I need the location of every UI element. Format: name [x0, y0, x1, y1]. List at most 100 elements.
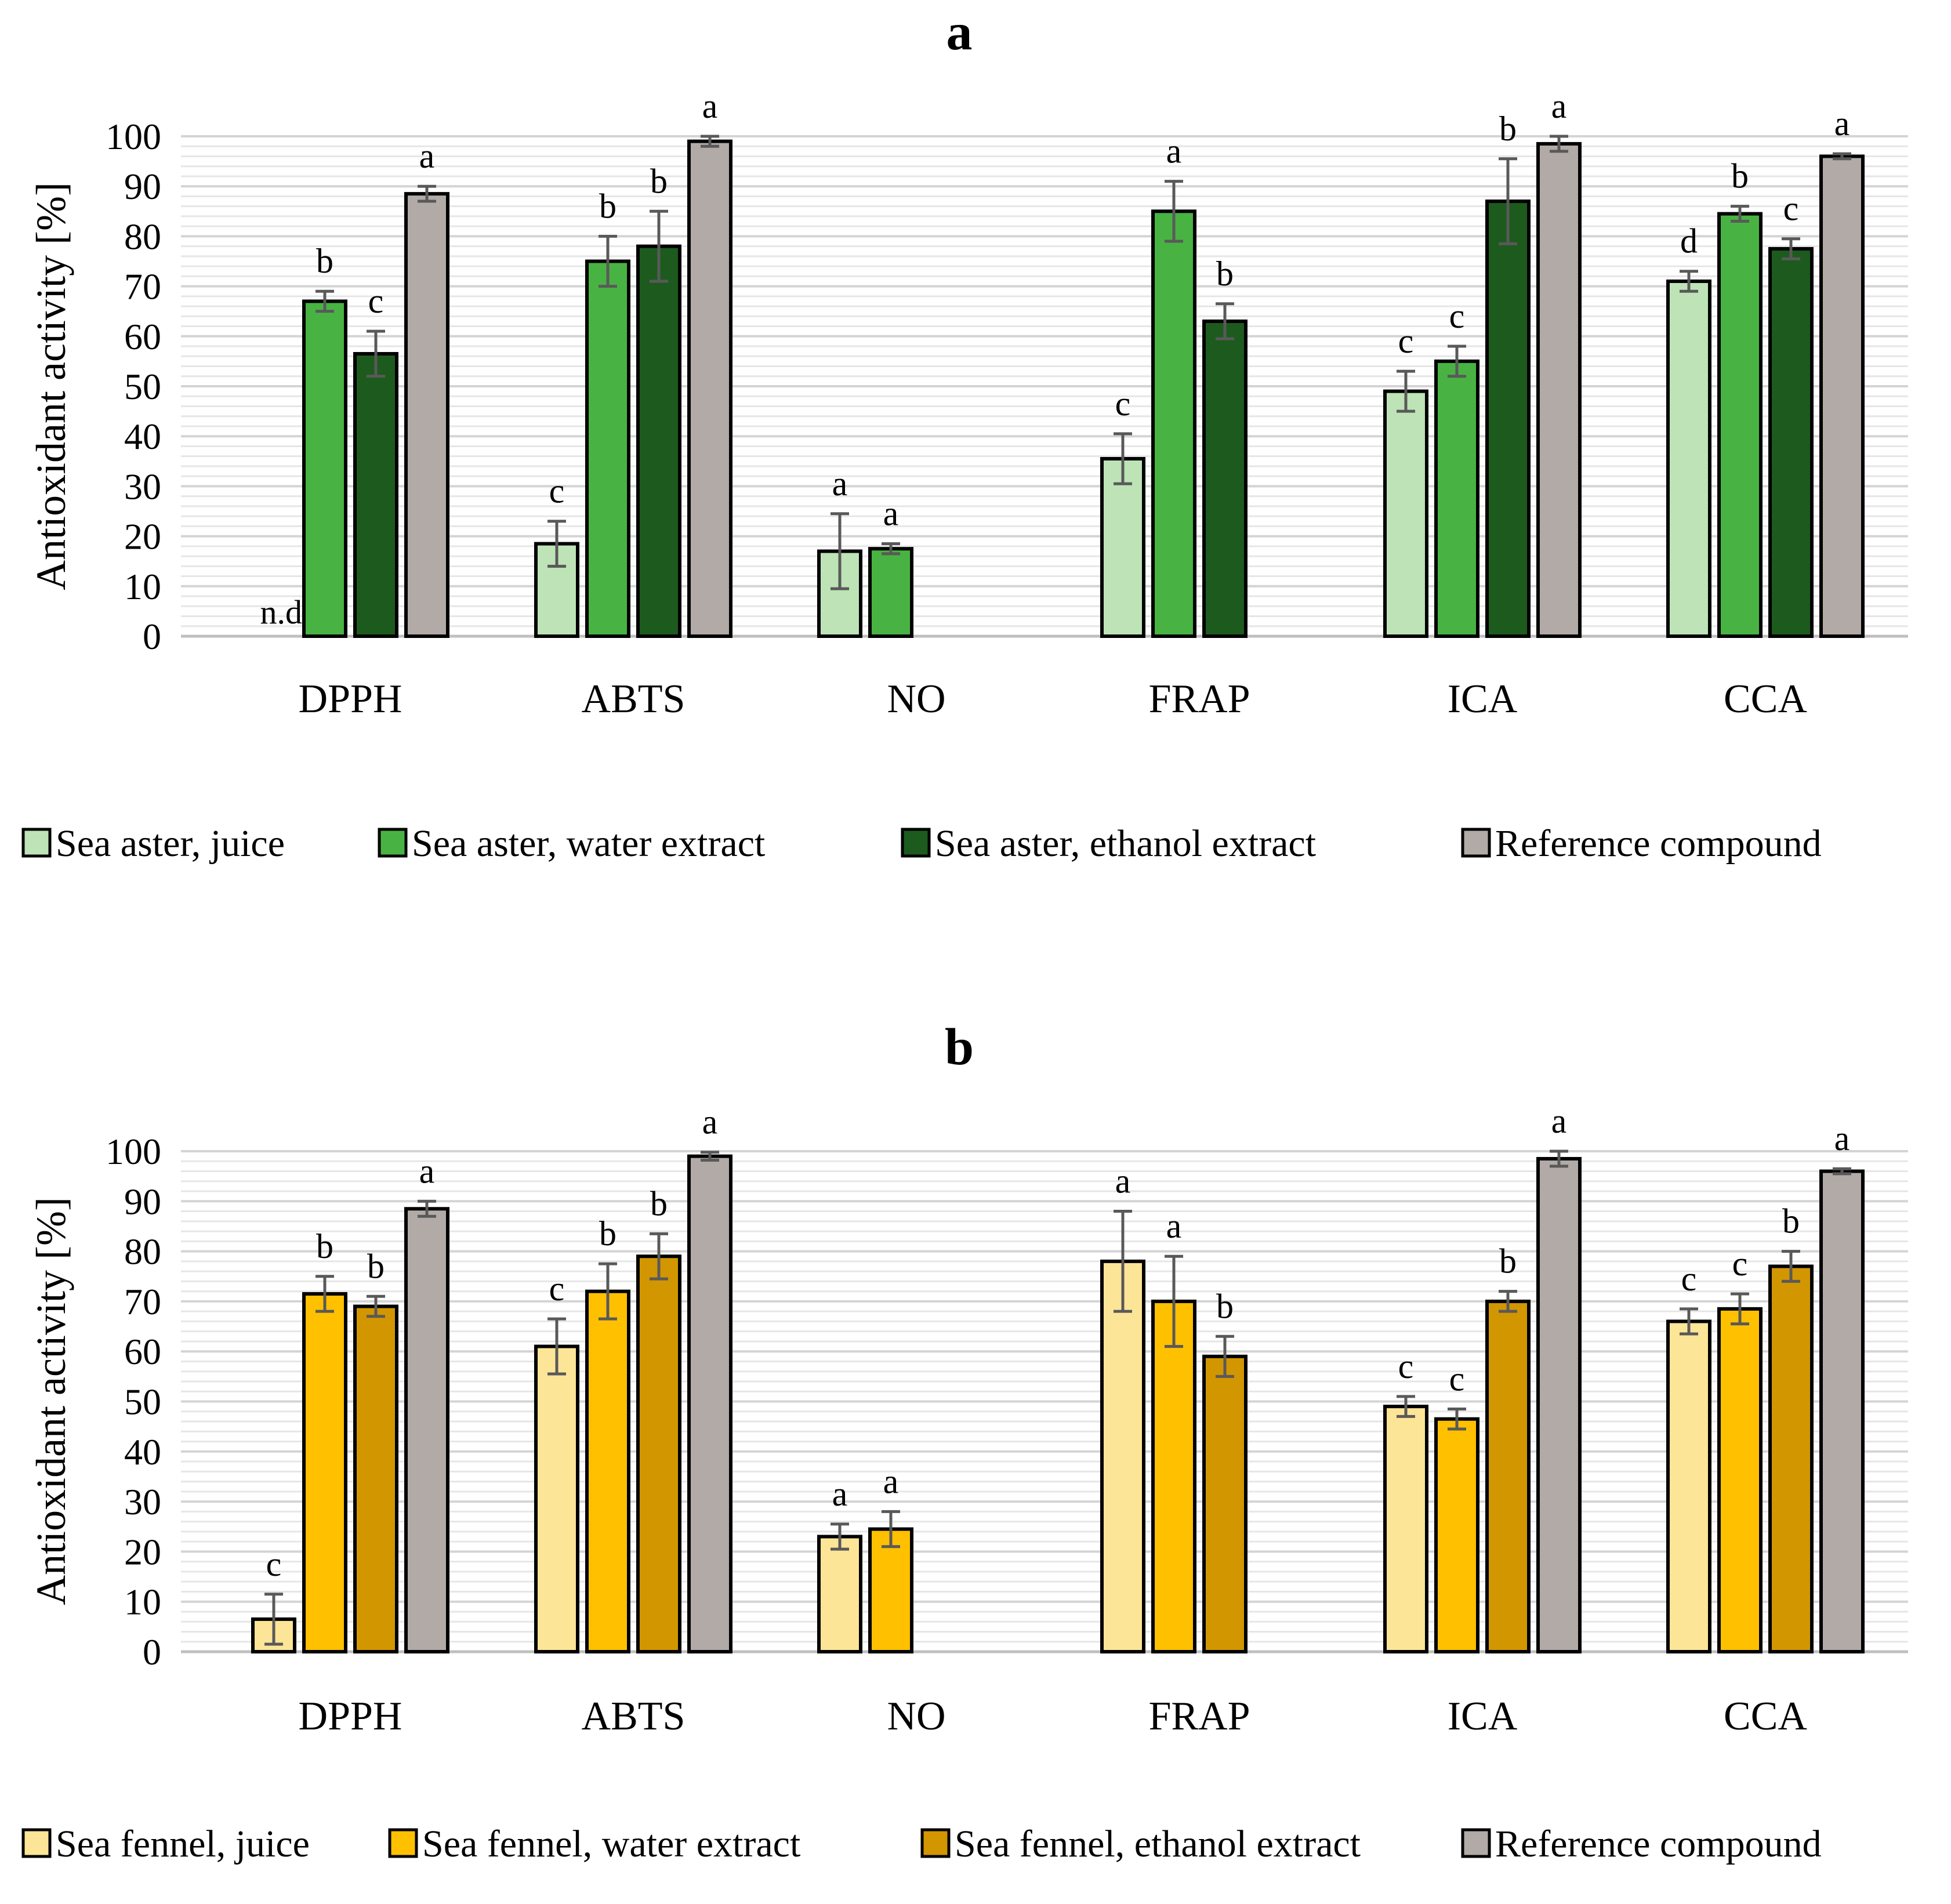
significance-letter: a — [1834, 1119, 1850, 1158]
legend-swatch — [21, 828, 52, 858]
significance-letter: a — [1115, 1162, 1131, 1201]
significance-letter: a — [1166, 1207, 1182, 1245]
significance-letter: c — [368, 282, 384, 320]
significance-letter: a — [883, 1462, 899, 1500]
bar — [1151, 1299, 1196, 1653]
bar — [534, 1344, 579, 1654]
error-bar — [1114, 432, 1132, 485]
significance-letter: b — [1216, 1287, 1234, 1325]
significance-letter: c — [1449, 297, 1465, 335]
y-tick-label: 30 — [124, 1481, 161, 1522]
significance-letter: b — [1782, 1202, 1800, 1241]
error-bar — [1448, 1407, 1466, 1431]
y-tick-label: 0 — [143, 616, 161, 657]
significance-letter: a — [419, 137, 435, 175]
error-bar — [367, 329, 385, 378]
significance-letter: a — [1551, 1102, 1567, 1140]
legend-label: Sea fennel, ethanol extract — [955, 1823, 1361, 1865]
significance-letter: b — [1499, 110, 1517, 148]
bar — [353, 351, 398, 638]
significance-letter: a — [1834, 104, 1850, 143]
legend-swatch — [920, 1828, 951, 1858]
y-tick-label: 0 — [143, 1631, 161, 1673]
error-bar — [1731, 1292, 1749, 1326]
legend-item: Sea aster, water extract — [378, 822, 765, 865]
bar — [585, 1289, 630, 1653]
bar — [636, 244, 681, 638]
bar — [1434, 359, 1479, 639]
x-category-label: FRAP — [1148, 677, 1250, 721]
error-bar — [1165, 180, 1183, 243]
y-tick-label: 20 — [124, 516, 161, 557]
bar — [1202, 319, 1248, 638]
chart-title: b — [945, 1018, 974, 1076]
chart-panel-a: a 0 10 20 30 40 50 60 70 80 90 100 Antioxidant activ… — [21, 3, 1908, 865]
significance-letter: b — [1499, 1242, 1517, 1281]
bar — [1717, 212, 1763, 638]
bar — [636, 1254, 681, 1653]
x-category-label: DPPH — [299, 1694, 402, 1739]
bar — [404, 192, 449, 638]
legend-label: Sea aster, ethanol extract — [935, 822, 1316, 865]
bar — [687, 1154, 732, 1653]
legend: Sea fennel, juice Sea fennel, water extra… — [21, 1823, 1822, 1865]
error-bar — [1550, 1149, 1568, 1168]
error-bar — [1680, 1307, 1698, 1336]
error-bar — [1448, 344, 1466, 378]
significance-letter: c — [1449, 1359, 1465, 1398]
significance-letter: c — [1115, 385, 1131, 423]
error-bar — [1397, 1395, 1415, 1418]
significance-letter: b — [367, 1247, 385, 1285]
y-tick-label: 60 — [124, 1331, 161, 1372]
y-tick-label: 40 — [124, 416, 161, 457]
error-bar — [1397, 369, 1415, 413]
y-tick-label: 60 — [124, 316, 161, 357]
y-tick-label: 90 — [124, 1181, 161, 1222]
x-category-label: ABTS — [582, 677, 686, 721]
bar — [1768, 1264, 1814, 1653]
legend-item: Sea aster, juice — [21, 822, 285, 865]
y-tick-label: 70 — [124, 266, 161, 307]
significance-letter: c — [1398, 1347, 1414, 1386]
y-tick-label: 40 — [124, 1431, 161, 1473]
legend-item: Reference compound — [1461, 822, 1822, 865]
legend-label: Reference compound — [1495, 1823, 1822, 1865]
legend-label: Reference compound — [1495, 822, 1822, 865]
bar — [1666, 279, 1711, 639]
x-category-label: NO — [887, 1694, 945, 1739]
error-bar — [418, 184, 436, 203]
legend-swatch — [1461, 1828, 1491, 1858]
error-bar — [599, 234, 617, 288]
legend-swatch — [1461, 828, 1491, 858]
error-bar — [831, 512, 849, 590]
x-category-label: FRAP — [1148, 1694, 1250, 1739]
legend-swatch — [378, 828, 408, 858]
y-tick-label: 50 — [124, 366, 161, 407]
bar — [585, 259, 630, 638]
legend-item: Reference compound — [1461, 1823, 1822, 1865]
error-bar — [1216, 1334, 1234, 1378]
bar — [817, 549, 862, 639]
bar — [1536, 142, 1582, 638]
legend-swatch — [388, 1828, 418, 1858]
significance-letter: b — [650, 1184, 668, 1223]
bar — [1383, 389, 1428, 638]
bar — [687, 139, 732, 638]
bar — [302, 1292, 347, 1654]
significance-letter: a — [1166, 132, 1182, 171]
legend-item: Sea fennel, juice — [21, 1823, 310, 1865]
y-tick-label: 30 — [124, 466, 161, 507]
bar — [1434, 1417, 1479, 1654]
y-tick-label: 50 — [124, 1381, 161, 1423]
chart-title: a — [947, 3, 973, 61]
error-bar — [1114, 1210, 1132, 1313]
error-bar — [316, 1275, 334, 1313]
legend-item: Sea fennel, water extract — [388, 1823, 800, 1865]
legend: Sea aster, juice Sea aster, water extract… — [21, 822, 1822, 865]
error-bar — [1165, 1254, 1183, 1348]
error-bar — [701, 1151, 719, 1162]
significance-letter: a — [1551, 87, 1567, 125]
error-bar — [367, 1294, 385, 1318]
chart-panel-b: b 0 10 20 30 40 50 60 70 80 90 100 Antioxidant activ… — [21, 1018, 1908, 1865]
significance-letter: a — [883, 495, 899, 533]
